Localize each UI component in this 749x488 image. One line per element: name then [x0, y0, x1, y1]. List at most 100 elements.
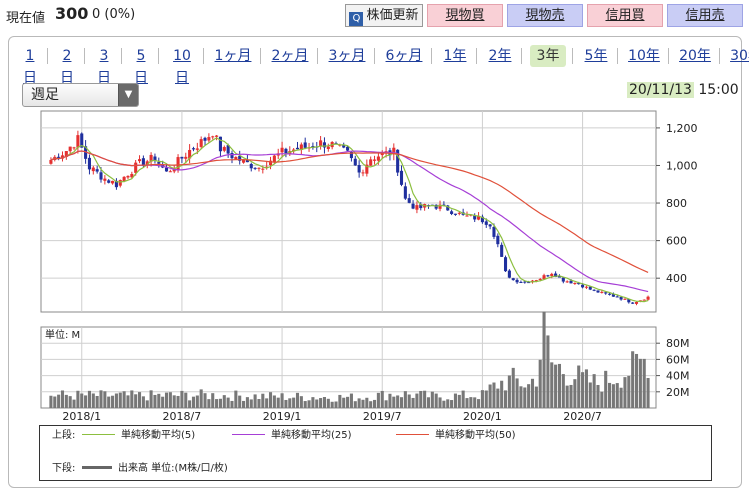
volume-bar: [203, 393, 207, 408]
candle-body: [396, 149, 400, 173]
candle-body: [238, 155, 242, 161]
tab-separator: [572, 48, 573, 64]
volume-tick-label: 60M: [666, 353, 690, 366]
candle-body: [604, 292, 608, 294]
tab-0[interactable]: 1日: [23, 48, 37, 86]
volume-bar: [642, 358, 646, 408]
tab-15[interactable]: 30年: [730, 48, 749, 64]
margin-buy-label: 信用買: [605, 8, 645, 23]
volume-bar: [550, 362, 554, 408]
candle-body: [581, 284, 585, 288]
volume-bar: [619, 387, 623, 408]
volume-bar: [384, 400, 388, 408]
tab-separator: [476, 48, 477, 64]
tab-11[interactable]: 3年: [530, 45, 566, 67]
candle-body: [538, 278, 542, 280]
volume-bar: [646, 378, 650, 408]
candle-body: [257, 167, 261, 169]
volume-bar: [53, 396, 57, 408]
margin-buy-button[interactable]: 信用買: [587, 4, 663, 27]
tab-separator: [260, 48, 261, 64]
legend-volume-label: 出来高 単位:(M株/口/枚): [118, 463, 228, 474]
candle-body: [380, 152, 384, 156]
volume-bar: [361, 399, 365, 408]
volume-bar: [469, 397, 473, 408]
candle-body: [596, 290, 600, 293]
candle-body: [519, 281, 523, 283]
candle-body: [584, 286, 588, 288]
volume-bar: [492, 382, 496, 408]
tab-separator: [158, 48, 159, 64]
candle-body: [191, 148, 196, 150]
volume-bar: [122, 391, 126, 408]
x-tick-label: 2020/7: [563, 410, 602, 423]
candle-body: [211, 136, 215, 138]
tab-7[interactable]: 3ヶ月: [328, 48, 366, 64]
candle-body: [87, 157, 91, 170]
ma5-line-swatch: [82, 434, 115, 435]
tab-8[interactable]: 6ヶ月: [385, 48, 423, 64]
volume-bar: [49, 395, 53, 408]
volume-bar: [407, 394, 411, 408]
candle-body: [280, 147, 284, 153]
tab-3[interactable]: 5日: [134, 48, 148, 86]
tab-1[interactable]: 2日: [60, 48, 74, 86]
legend-ma5-label: 単純移動平均(5): [121, 430, 196, 441]
tab-14[interactable]: 20年: [679, 48, 711, 64]
tab-separator: [317, 48, 318, 64]
volume-bar: [288, 398, 292, 408]
volume-bar: [157, 393, 161, 408]
margin-sell-button[interactable]: 信用売: [667, 4, 743, 27]
candle-body: [376, 156, 380, 161]
volume-bar: [60, 390, 65, 408]
candle-body: [226, 145, 230, 154]
candle-body: [457, 212, 461, 214]
ma5-line: [50, 137, 649, 303]
volume-bar: [600, 391, 604, 408]
chart-panel: 1日 2日 3日 5日 10日 1ヶ月 2ヶ月 3ヶ月 6ヶ月 1年 2年 3年 5年 10年 20年 30年…: [8, 36, 749, 488]
candle-body: [527, 282, 531, 284]
tab-6[interactable]: 2ヶ月: [271, 48, 309, 64]
candle-body: [195, 148, 199, 150]
tab-10[interactable]: 2年: [488, 48, 512, 64]
tab-2[interactable]: 3日: [97, 48, 111, 86]
tab-5[interactable]: 1ヶ月: [214, 48, 252, 64]
volume-bar: [315, 399, 319, 408]
volume-bar: [145, 400, 149, 408]
tab-9[interactable]: 1年: [443, 48, 467, 64]
tab-12[interactable]: 5年: [584, 48, 608, 64]
price-tick-label: 1,200: [666, 122, 698, 135]
tab-separator: [374, 48, 375, 64]
interval-select[interactable]: 週足 ▼: [22, 83, 139, 107]
candle-body: [403, 186, 407, 199]
candle-body: [353, 158, 357, 166]
candle-body: [488, 224, 492, 227]
volume-bar: [604, 370, 608, 408]
volume-bar: [111, 395, 115, 408]
price-tick-label: 800: [666, 197, 687, 210]
spot-sell-button[interactable]: 現物売: [507, 4, 583, 27]
candle-body: [114, 180, 118, 188]
tab-13[interactable]: 10年: [628, 48, 660, 64]
volume-bar: [380, 390, 384, 408]
candle-body: [215, 135, 219, 137]
stock-chart[interactable]: 2018/1 2018/7 2019/1 2019/7 2020/1 2020/7 1,20…: [9, 37, 743, 427]
tab-4[interactable]: 10日: [173, 48, 191, 86]
volume-bar: [342, 397, 346, 408]
volume-bar: [376, 392, 380, 408]
candle-body: [419, 204, 423, 209]
volume-bar: [453, 393, 457, 408]
volume-bar: [399, 397, 404, 408]
volume-bar: [500, 380, 504, 408]
candle-body: [122, 176, 126, 182]
volume-bar: [373, 399, 377, 408]
candle-body: [230, 153, 234, 159]
candle-body: [103, 178, 107, 181]
candle-body: [349, 151, 353, 159]
x-tick-label: 2019/1: [263, 410, 302, 423]
volume-bar: [284, 399, 288, 408]
spot-buy-button[interactable]: 現物買: [427, 4, 503, 27]
interval-select-value: 週足: [31, 87, 59, 103]
candle-body: [399, 170, 404, 185]
refresh-price-button[interactable]: Q 株価更新: [345, 4, 423, 27]
